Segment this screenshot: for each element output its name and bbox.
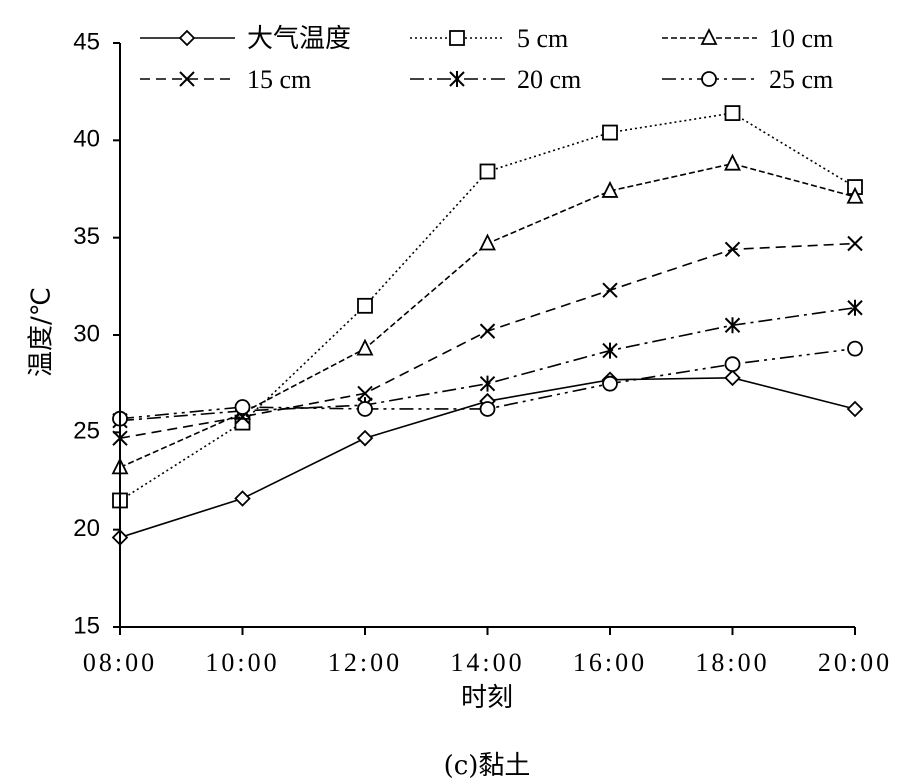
- axes: 15 20 25 30 35 40 45 08:00 10:00 12:00 14:00 16:00 1…: [73, 28, 892, 677]
- legend-marker: [701, 71, 717, 87]
- y-tick-label: 40: [73, 126, 100, 153]
- y-tick-label: 15: [73, 612, 100, 639]
- data-point: [479, 163, 496, 180]
- series-2: [111, 153, 864, 475]
- x-tick-label: 12:00: [328, 648, 402, 677]
- data-point: [847, 235, 863, 252]
- x-axis-title: 时刻: [461, 683, 513, 713]
- legend: 大气温度 5 cm 10 cm 15 cm 20 cm 25 cm: [140, 24, 833, 94]
- data-point: [356, 338, 374, 356]
- y-tick-label: 20: [73, 515, 100, 542]
- data-point: [357, 385, 373, 402]
- legend-label: 20 cm: [517, 65, 581, 94]
- series-1: [112, 105, 863, 509]
- legend-marker: [179, 71, 195, 87]
- x-tick-label: 20:00: [818, 648, 892, 677]
- data-point: [724, 317, 741, 334]
- data-point: [234, 399, 251, 415]
- data-point: [602, 124, 618, 141]
- x-tick-label: 08:00: [83, 648, 157, 677]
- x-tick-label: 14:00: [450, 648, 524, 677]
- x-tick-label: 10:00: [205, 648, 279, 677]
- y-tick-label: 30: [73, 320, 100, 347]
- x-tick-label: 18:00: [695, 648, 769, 677]
- legend-marker: [700, 27, 718, 45]
- data-point: [847, 299, 863, 316]
- y-tick-label: 25: [73, 418, 100, 445]
- y-tick-label: 35: [73, 223, 100, 250]
- data-point: [356, 429, 374, 447]
- data-point: [724, 356, 741, 373]
- legend-item: 20 cm: [410, 65, 581, 94]
- plot-area: [111, 105, 864, 546]
- data-point: [479, 401, 496, 417]
- series-0: [111, 369, 864, 546]
- legend-item: 15 cm: [140, 65, 311, 94]
- legend-label: 10 cm: [769, 24, 833, 53]
- data-point: [601, 180, 619, 198]
- data-point: [724, 369, 741, 387]
- legend-label: 15 cm: [247, 65, 311, 94]
- x-tick-label: 16:00: [573, 648, 647, 677]
- data-point: [479, 323, 496, 339]
- data-point: [846, 186, 864, 204]
- data-point: [234, 490, 251, 507]
- legend-marker: [178, 29, 196, 47]
- legend-marker: [449, 71, 465, 87]
- legend-item: 10 cm: [662, 24, 833, 53]
- legend-item: 5 cm: [410, 24, 568, 53]
- legend-item: 25 cm: [662, 65, 833, 94]
- data-point: [724, 105, 741, 121]
- legend-item: 大气温度: [140, 24, 351, 53]
- data-point: [479, 375, 496, 392]
- figure-caption: (c)黏土: [444, 751, 531, 781]
- legend-label: 大气温度: [247, 24, 351, 53]
- data-point: [847, 340, 863, 357]
- data-point: [724, 241, 741, 258]
- data-point: [357, 401, 373, 417]
- data-point: [357, 297, 373, 314]
- series-line: [119, 162, 856, 469]
- data-point: [724, 153, 741, 171]
- data-point: [846, 400, 864, 418]
- y-axis-title: 温度/℃: [27, 287, 57, 377]
- legend-label: 25 cm: [769, 65, 833, 94]
- legend-label: 5 cm: [517, 24, 568, 53]
- legend-marker: [449, 30, 465, 46]
- y-tick-label: 45: [73, 28, 100, 55]
- data-point: [479, 233, 496, 251]
- data-point: [602, 282, 618, 298]
- data-point: [602, 342, 618, 359]
- data-point: [602, 375, 618, 392]
